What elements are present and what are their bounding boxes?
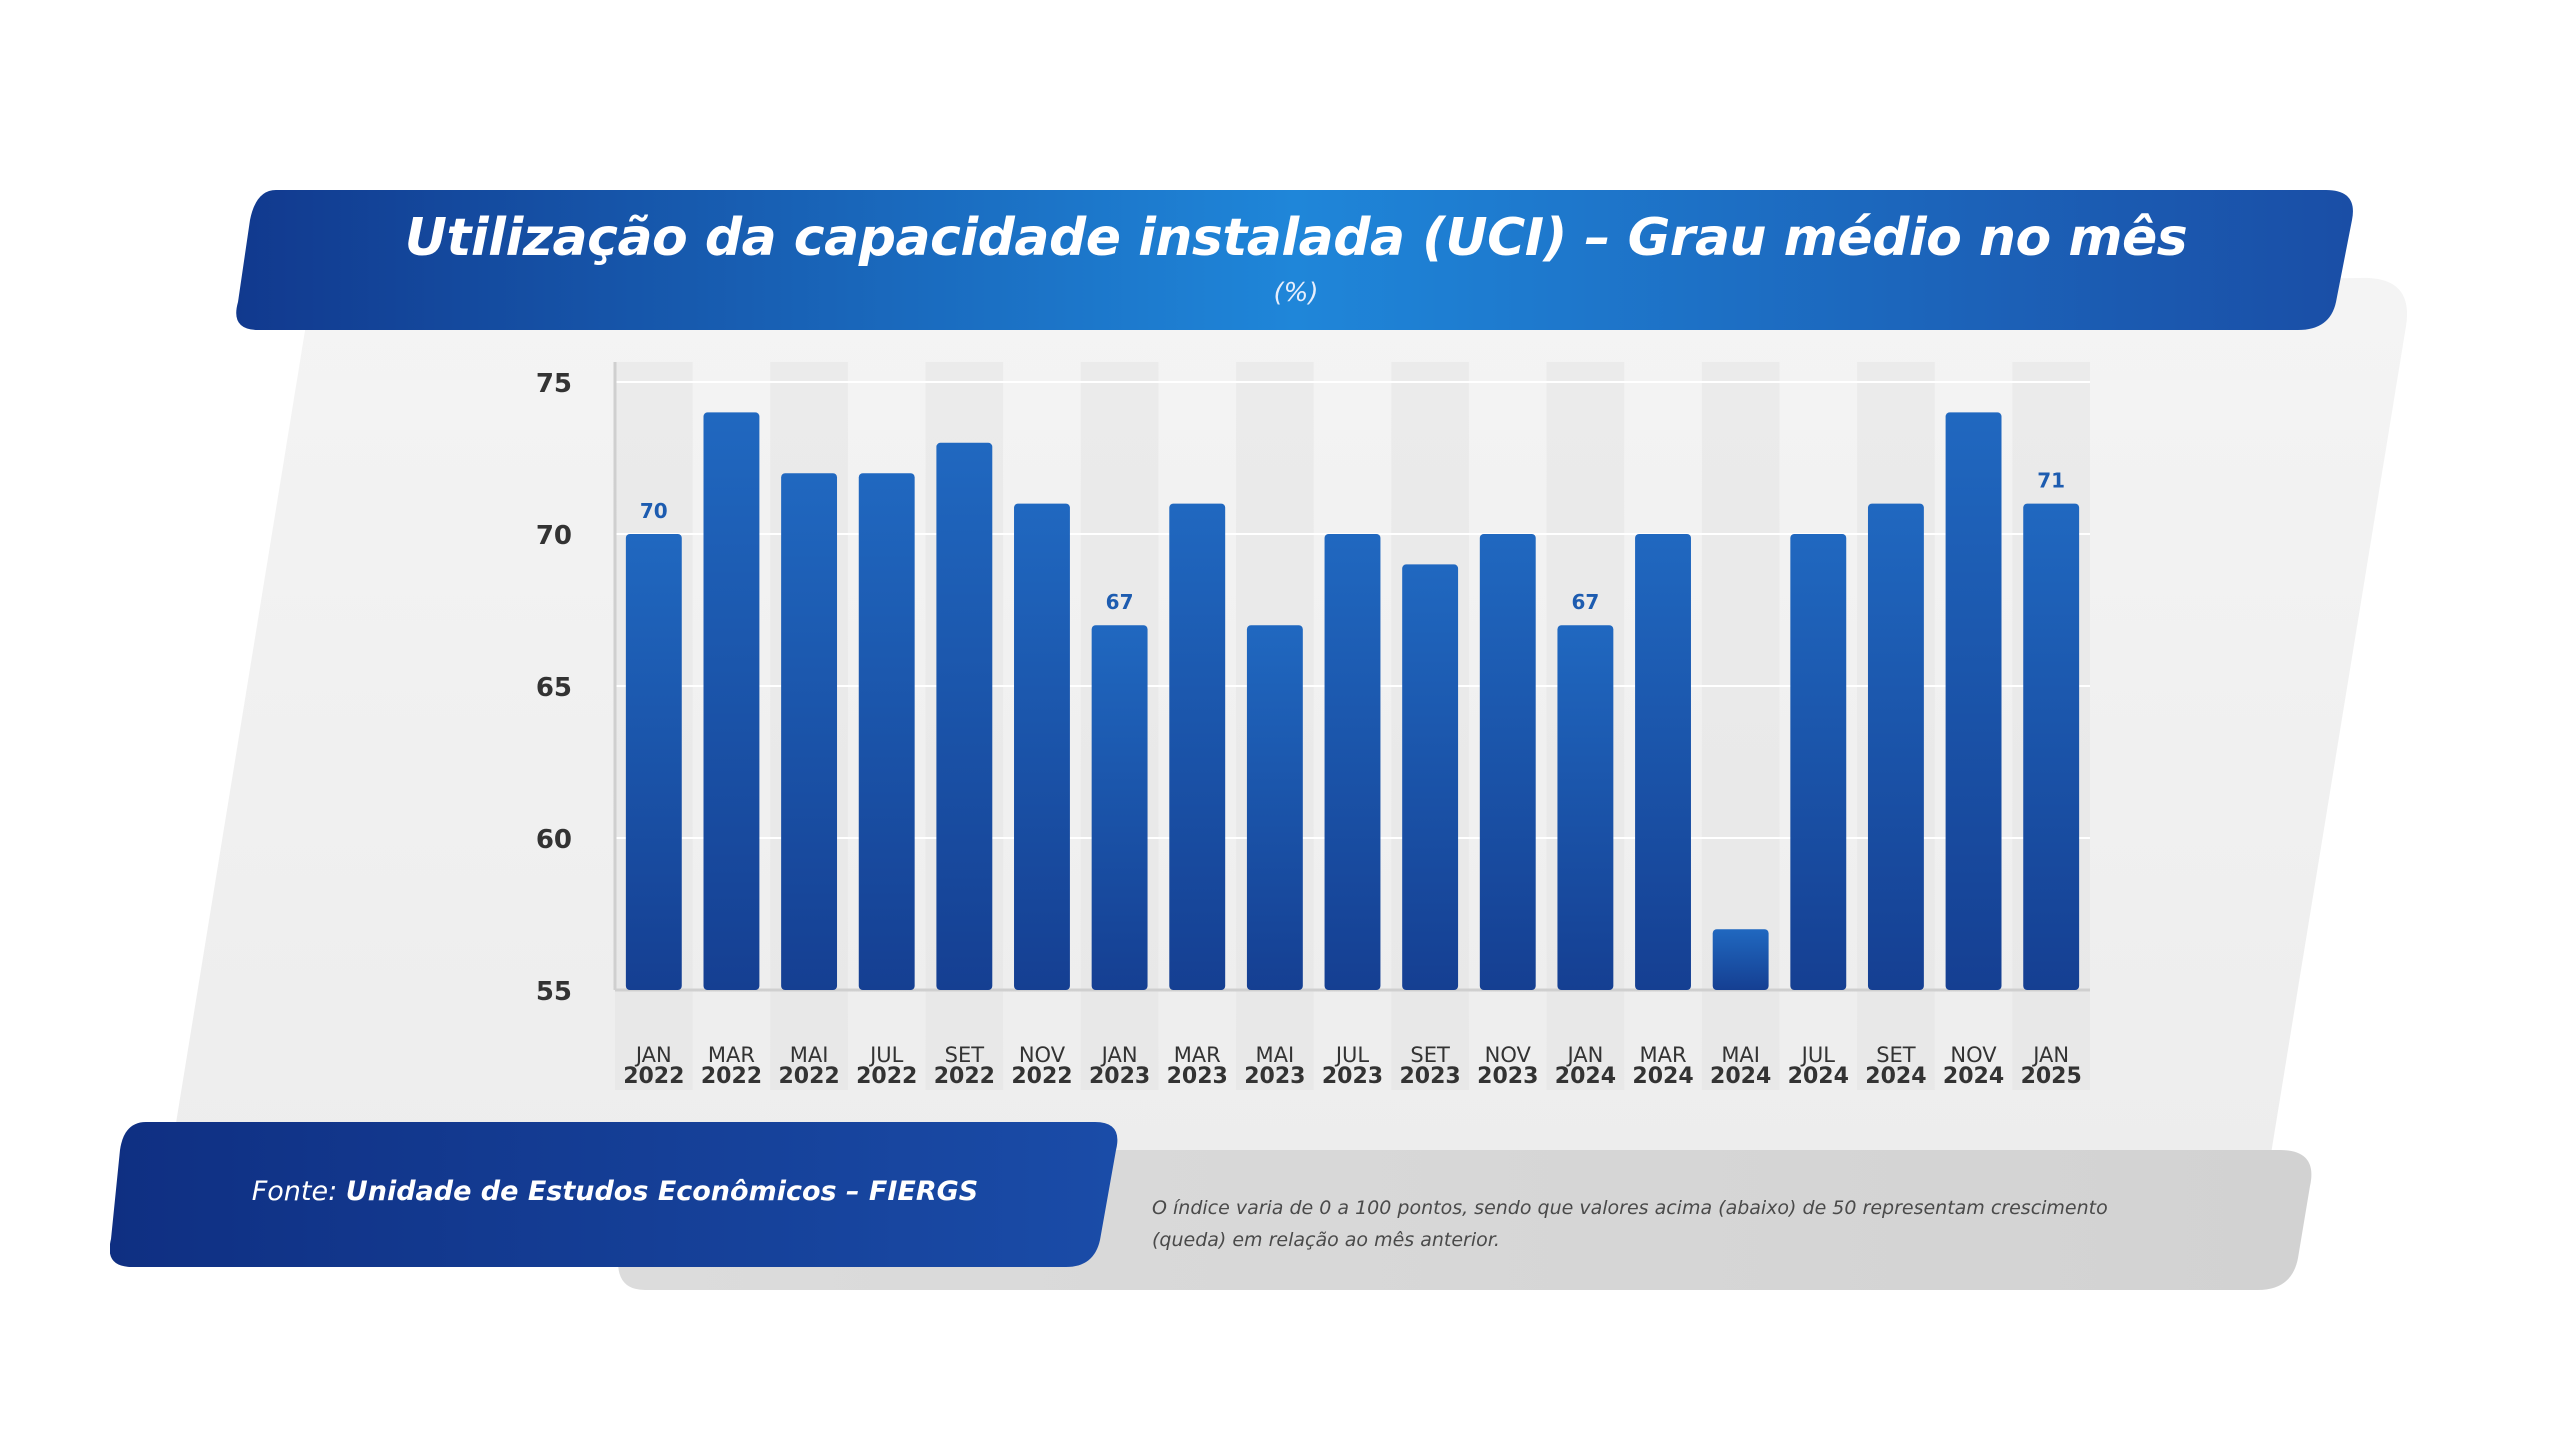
data-label: 70 [640, 499, 668, 523]
x-tick-label-month: NOV [1485, 1043, 1532, 1067]
y-tick-label: 65 [536, 673, 572, 703]
y-tick-label: 55 [536, 977, 572, 1007]
title-banner: Utilização da capacidade instalada (UCI)… [236, 190, 2356, 330]
x-tick-label-month: JAN [1565, 1043, 1603, 1067]
bar [858, 473, 915, 990]
x-tick-label-year: 2024 [1555, 1064, 1616, 1089]
bar [1557, 625, 1614, 990]
bar [2023, 503, 2080, 990]
x-tick-label-month: MAI [1721, 1043, 1760, 1067]
x-tick-label-month: SET [945, 1043, 985, 1067]
x-tick-label-year: 2022 [701, 1064, 762, 1089]
x-tick-label-month: SET [1876, 1043, 1916, 1067]
x-tick-label-month: JAN [1100, 1043, 1138, 1067]
bar [1169, 503, 1226, 990]
x-tick-label-year: 2023 [1322, 1064, 1383, 1089]
source-banner: Fonte: Unidade de Estudos Econômicos – F… [110, 1122, 1120, 1267]
x-tick-label-month: MAI [790, 1043, 829, 1067]
data-label: 67 [1571, 590, 1599, 614]
y-tick-label: 60 [536, 825, 572, 855]
bar [936, 442, 993, 990]
x-tick-label-month: JAN [634, 1043, 672, 1067]
bar [1712, 929, 1769, 990]
source-prefix: Fonte: [251, 1176, 346, 1207]
source-banner-shape [110, 1122, 1118, 1267]
bar [1945, 412, 2002, 990]
x-tick-label-month: MAR [708, 1043, 755, 1067]
x-tick-label-year: 2024 [1865, 1064, 1926, 1089]
x-tick-label-year: 2022 [778, 1064, 839, 1089]
x-tick-label-month: NOV [1950, 1043, 1997, 1067]
bar [1014, 503, 1070, 990]
bar [1867, 503, 1924, 990]
x-tick-label-year: 2024 [1788, 1064, 1849, 1089]
y-tick-label: 70 [536, 521, 572, 551]
x-tick-label-year: 2022 [934, 1064, 995, 1089]
bar [1246, 625, 1303, 990]
bar [1479, 534, 1536, 990]
x-tick-label-month: JUL [1334, 1043, 1370, 1067]
x-tick-label-year: 2023 [1244, 1064, 1305, 1089]
bar [1324, 534, 1381, 990]
chart-title: Utilização da capacidade instalada (UCI)… [404, 208, 2188, 268]
x-tick-label-year: 2023 [1477, 1064, 1538, 1089]
x-tick-label-year: 2023 [1167, 1064, 1228, 1089]
x-tick-label-year: 2022 [623, 1064, 684, 1089]
x-tick-label-month: JUL [1800, 1043, 1836, 1067]
x-tick-label-year: 2024 [1710, 1064, 1771, 1089]
bar [1790, 534, 1847, 990]
data-label: 67 [1106, 590, 1134, 614]
x-tick-label-month: JUL [868, 1043, 904, 1067]
x-tick-label-year: 2024 [1943, 1064, 2004, 1089]
x-tick-label-month: MAR [1639, 1043, 1686, 1067]
plot-area: 5560657075JAN2022MAR2022MAI2022JUL2022SE… [536, 362, 2090, 1090]
bar [1091, 625, 1148, 990]
x-tick-label-year: 2022 [1011, 1064, 1072, 1089]
x-tick-label-month: MAR [1174, 1043, 1221, 1067]
x-tick-label-month: SET [1410, 1043, 1450, 1067]
source-line: Fonte: Unidade de Estudos Econômicos – F… [110, 1176, 1120, 1207]
bar [703, 412, 760, 990]
x-tick-label-year: 2022 [856, 1064, 917, 1089]
x-tick-label-month: NOV [1019, 1043, 1066, 1067]
bar [781, 473, 838, 990]
index-note: O índice varia de 0 a 100 pontos, sendo … [1152, 1197, 2108, 1251]
bar [625, 534, 682, 990]
bar [1635, 534, 1691, 990]
data-label: 71 [2037, 469, 2065, 493]
x-tick-label-year: 2023 [1089, 1064, 1150, 1089]
x-tick-label-month: MAI [1256, 1043, 1295, 1067]
x-tick-label-year: 2023 [1400, 1064, 1461, 1089]
x-tick-label-year: 2025 [2021, 1064, 2082, 1089]
bar [1402, 564, 1459, 990]
source-name: Unidade de Estudos Econômicos – FIERGS [345, 1176, 979, 1207]
x-tick-label-month: JAN [2031, 1043, 2069, 1067]
title-banner-shape [236, 190, 2353, 330]
y-tick-label: 75 [536, 369, 572, 399]
x-tick-label-year: 2024 [1632, 1064, 1693, 1089]
chart-subtitle: (%) [1273, 278, 1319, 308]
